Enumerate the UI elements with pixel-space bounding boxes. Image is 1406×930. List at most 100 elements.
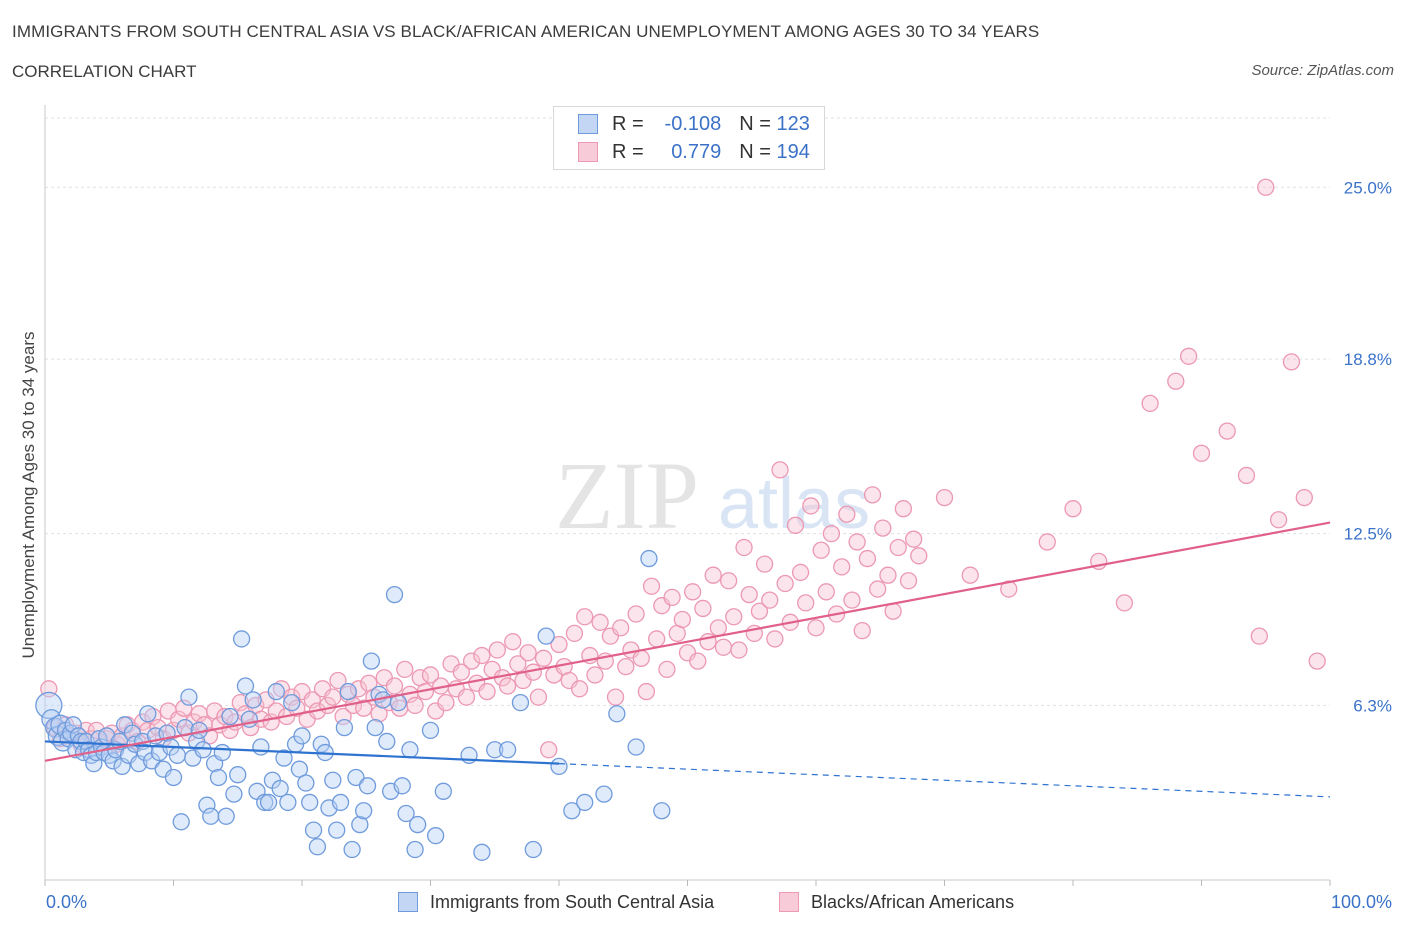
data-point-pink <box>740 585 758 604</box>
data-point-blue <box>301 793 319 812</box>
data-point-blue <box>244 691 262 709</box>
y-axis-title: Unemployment Among Ages 30 to 34 years <box>19 332 38 659</box>
data-point-blue <box>576 793 594 812</box>
trend-lines <box>44 521 1331 798</box>
watermark: ZIP atlas <box>555 442 870 549</box>
data-point-pink <box>576 608 594 626</box>
chart-title: IMMIGRANTS FROM SOUTH CENTRAL ASIA VS BL… <box>12 22 1040 41</box>
data-point-pink <box>683 583 702 601</box>
data-point-blue <box>229 766 247 784</box>
data-point-blue <box>256 793 274 812</box>
data-point-blue <box>355 802 373 820</box>
data-point-blue <box>297 774 315 792</box>
data-point-pink <box>874 519 892 537</box>
data-point-pink <box>612 619 630 637</box>
data-point-pink <box>1167 372 1185 390</box>
data-point-pink <box>1218 422 1236 440</box>
data-point-blue <box>104 752 122 770</box>
data-point-pink <box>519 644 537 662</box>
y-tick-label: 25.0% <box>1344 178 1392 197</box>
data-point-blue <box>267 682 285 701</box>
data-point-blue <box>293 727 311 745</box>
data-point-pink <box>822 524 841 543</box>
legend-n-label: N = <box>739 140 771 163</box>
data-point-pink <box>529 688 548 706</box>
data-point-pink <box>370 705 388 723</box>
data-point-pink <box>833 558 851 576</box>
data-point-pink <box>637 682 656 701</box>
data-point-pink <box>355 699 373 717</box>
data-point-pink <box>457 688 476 706</box>
data-point-blue <box>172 813 190 831</box>
data-point-pink <box>1282 353 1301 371</box>
data-point-blue <box>164 768 183 787</box>
bottom-legend-swatch-blue <box>398 892 418 912</box>
data-point-pink <box>725 608 743 626</box>
data-point-pink <box>627 605 645 623</box>
data-point-pink <box>632 649 650 667</box>
data-point-pink <box>437 694 455 712</box>
data-point-pink <box>329 671 347 690</box>
data-point-pink <box>175 699 193 717</box>
data-point-pink <box>565 624 584 643</box>
data-point-pink <box>144 707 162 726</box>
legend-row-pink: R = 0.779 N = 194 <box>578 140 810 164</box>
data-point-pink <box>509 655 527 673</box>
data-point-pink <box>797 594 815 612</box>
data-point-pink <box>709 619 727 637</box>
data-point-pink <box>879 566 897 584</box>
data-point-pink <box>488 641 506 659</box>
data-point-pink <box>755 555 774 573</box>
watermark-zip: ZIP <box>555 442 699 549</box>
data-point-blue <box>537 627 555 645</box>
data-point-pink <box>591 613 609 631</box>
data-point-blue <box>217 807 235 825</box>
data-point-pink <box>910 547 928 565</box>
data-point-pink <box>807 619 825 637</box>
data-point-pink <box>617 657 635 676</box>
x-tick-label-min: 0.0% <box>46 892 87 912</box>
data-point-pink <box>889 538 907 557</box>
data-point-blue <box>343 840 361 859</box>
data-point-pink <box>673 610 692 629</box>
legend-n-value: 194 <box>776 140 810 163</box>
data-point-pink <box>462 652 481 670</box>
data-point-blue <box>627 738 645 756</box>
data-point-blue <box>426 827 445 845</box>
data-point-pink <box>1115 594 1134 612</box>
data-point-blue <box>434 782 453 800</box>
data-point-blue <box>194 741 212 759</box>
bottom-legend-pink-label: Blacks/African Americans <box>811 891 1015 912</box>
data-point-pink <box>786 516 805 534</box>
points-blacks-african-americans <box>40 178 1326 759</box>
data-point-pink <box>791 563 810 582</box>
data-point-pink <box>730 641 748 659</box>
data-point-pink <box>750 602 769 620</box>
data-point-pink <box>848 533 866 551</box>
legend-r-value: 0.779 <box>671 140 722 163</box>
data-point-pink <box>498 677 517 695</box>
data-point-pink <box>478 682 496 701</box>
data-point-pink <box>1295 488 1313 507</box>
data-point-blue <box>563 802 581 820</box>
legend-swatch-blue <box>578 114 598 134</box>
data-point-blue <box>358 777 377 795</box>
legend-swatch-pink <box>578 142 598 162</box>
data-point-pink <box>1180 347 1198 365</box>
data-point-blue <box>608 705 626 723</box>
data-point-pink <box>776 574 794 593</box>
data-point-pink <box>1064 500 1082 518</box>
data-point-blue <box>35 691 63 720</box>
data-point-pink <box>735 538 753 557</box>
data-point-blue <box>198 796 216 814</box>
data-point-pink <box>714 638 733 656</box>
data-point-pink <box>838 505 856 523</box>
data-point-pink <box>1192 444 1211 462</box>
data-point-blue <box>168 746 187 764</box>
data-point-pink <box>894 500 913 518</box>
data-point-pink <box>452 663 470 681</box>
data-point-pink <box>899 572 918 590</box>
data-point-blue <box>202 807 220 825</box>
data-point-pink <box>421 666 440 684</box>
